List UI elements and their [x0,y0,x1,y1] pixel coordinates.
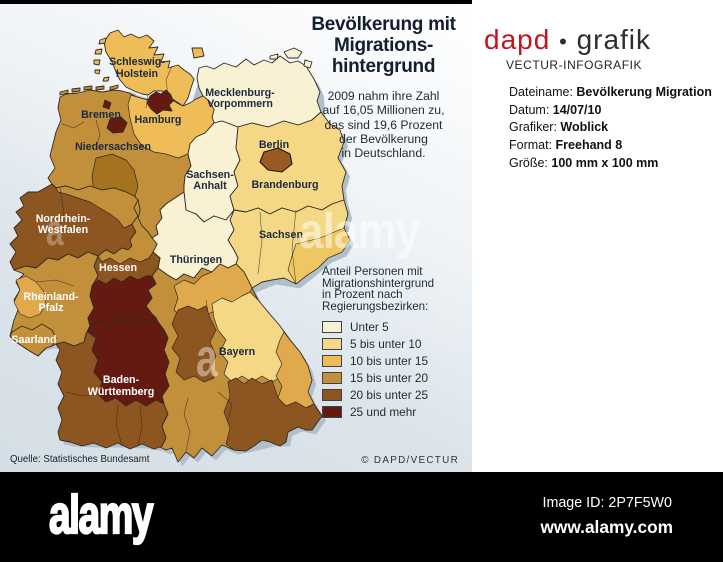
svg-text:Niedersachsen: Niedersachsen [75,141,151,153]
svg-text:Vorpommern: Vorpommern [207,98,273,110]
svg-text:Holstein: Holstein [116,68,158,80]
svg-text:Thüringen: Thüringen [170,254,222,266]
svg-text:Westfalen: Westfalen [38,224,88,236]
svg-text:Württemberg: Württemberg [88,386,155,398]
svg-text:Mecklenburg-: Mecklenburg- [205,87,275,99]
svg-text:Baden-: Baden- [103,374,140,386]
svg-text:Berlin: Berlin [259,139,289,151]
svg-text:Hamburg: Hamburg [135,114,182,126]
svg-text:Anhalt: Anhalt [193,180,227,192]
svg-text:Sachsen-: Sachsen- [186,169,234,181]
svg-text:Brandenburg: Brandenburg [251,179,318,191]
svg-text:Bayern: Bayern [219,346,255,358]
svg-text:Pfalz: Pfalz [39,302,64,314]
svg-text:Schleswig-: Schleswig- [109,56,165,68]
svg-text:Bremen: Bremen [81,109,121,121]
svg-text:Saarland: Saarland [11,334,56,346]
svg-text:Sachsen: Sachsen [259,229,303,241]
svg-text:Nordrhein-: Nordrhein- [36,213,91,225]
svg-text:Rheinland-: Rheinland- [23,291,79,303]
svg-text:Hessen: Hessen [99,262,137,274]
